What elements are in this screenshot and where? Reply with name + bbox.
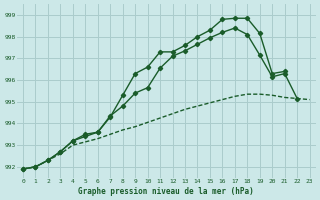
X-axis label: Graphe pression niveau de la mer (hPa): Graphe pression niveau de la mer (hPa) — [78, 187, 254, 196]
